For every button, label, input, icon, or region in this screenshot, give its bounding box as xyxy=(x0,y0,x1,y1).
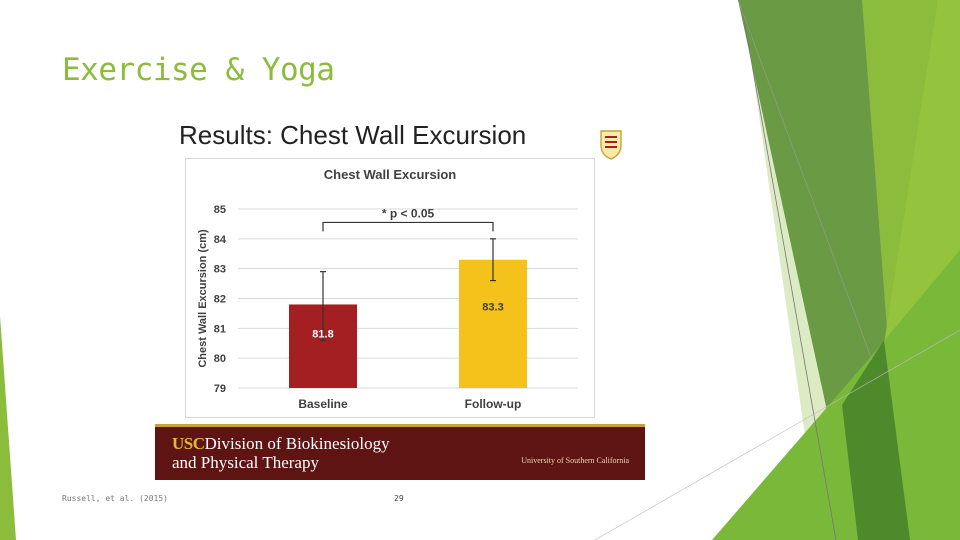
x-tick-label: Follow-up xyxy=(465,397,522,411)
citation: Russell, et al. (2015) xyxy=(62,494,168,503)
corner-facet-dark xyxy=(738,0,888,480)
y-tick-label: 79 xyxy=(214,383,226,395)
results-heading: Results: Chest Wall Excursion xyxy=(179,120,527,150)
usc-crest-icon xyxy=(600,130,622,160)
y-axis-label: Chest Wall Excursion (cm) xyxy=(197,229,209,368)
corner-facet-mid xyxy=(862,0,938,395)
decor-line xyxy=(594,329,960,540)
banner-line-1: USCDivision of Biokinesiology xyxy=(172,434,390,454)
y-tick-label: 84 xyxy=(214,234,227,246)
y-tick-label: 83 xyxy=(214,264,226,276)
data-label: 83.3 xyxy=(482,301,503,313)
y-tick-label: 85 xyxy=(214,204,226,216)
bar-chart: Chest Wall Excursion 79 80 81 82 83 84 85 Chest … xyxy=(197,167,578,411)
slide-number: 29 xyxy=(394,494,404,503)
chart-container: Chest Wall Excursion 79 80 81 82 83 84 85 Chest … xyxy=(185,158,595,418)
slide-title: Exercise & Yoga xyxy=(62,52,335,88)
significance-bracket xyxy=(322,221,494,232)
y-tick-label: 81 xyxy=(214,323,226,335)
y-tick-label: 82 xyxy=(214,294,226,306)
usc-banner: USCDivision of Biokinesiology and Physic… xyxy=(155,424,645,480)
results-image-panel: Results: Chest Wall Excursion Chest Wall… xyxy=(155,118,645,480)
corner-facet-deep xyxy=(842,340,910,540)
decor-line xyxy=(737,0,873,361)
y-tick-label: 80 xyxy=(214,353,226,365)
banner-university: University of Southern California xyxy=(521,456,629,465)
left-edge-accent xyxy=(0,316,16,540)
banner-line-2: and Physical Therapy xyxy=(172,453,319,472)
banner-division: Division of Biokinesiology xyxy=(204,434,390,453)
decor-line xyxy=(741,7,837,540)
chart-title: Chest Wall Excursion xyxy=(324,167,456,182)
usc-wordmark: USC xyxy=(172,434,205,453)
data-label: 81.8 xyxy=(312,328,333,340)
x-tick-label: Baseline xyxy=(298,397,348,411)
significance-annotation: * p < 0.05 xyxy=(382,206,435,220)
